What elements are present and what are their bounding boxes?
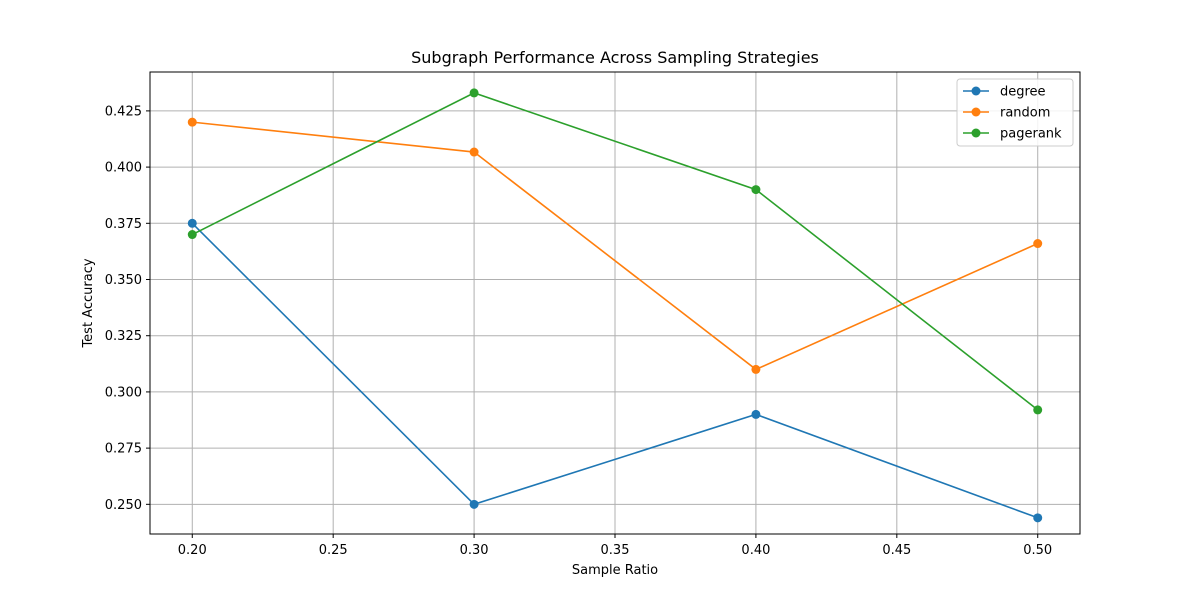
legend-item-pagerank: pagerank <box>963 127 1062 142</box>
legend-label-random: random <box>1000 106 1050 121</box>
data-point-pagerank <box>751 185 761 195</box>
data-point-random <box>751 364 761 374</box>
legend-item-random: random <box>963 106 1050 121</box>
legend-item-degree: degree <box>963 85 1046 100</box>
x-tick-label: 0.25 <box>319 543 348 558</box>
y-axis-title: Test Accuracy <box>81 258 96 348</box>
series-line-random <box>192 121 1039 371</box>
data-point-pagerank <box>187 230 197 240</box>
data-point-pagerank <box>1033 405 1043 415</box>
legend: degree random pagerank <box>956 78 1074 147</box>
x-tick-label: 0.20 <box>178 543 207 558</box>
data-point-degree <box>187 218 197 228</box>
y-tick-label: 0.425 <box>105 104 142 119</box>
legend-label-degree: degree <box>1000 85 1046 100</box>
axis-ticks: 0.20 0.25 0.30 0.35 0.40 0.45 0.50 0.250 0.275 0.… <box>105 104 1052 558</box>
y-tick-label: 0.350 <box>105 273 142 288</box>
y-tick-label: 0.250 <box>105 498 142 513</box>
x-tick-label: 0.40 <box>741 543 770 558</box>
data-point-degree <box>751 409 761 419</box>
series-layer <box>187 88 1043 523</box>
y-tick-label: 0.300 <box>105 385 142 400</box>
y-tick-label: 0.375 <box>105 217 142 232</box>
y-tick-label: 0.275 <box>105 442 142 457</box>
data-point-random <box>1033 239 1043 249</box>
legend-marker-random <box>971 107 981 117</box>
legend-marker-degree <box>971 86 981 96</box>
x-axis-title: Sample Ratio <box>572 563 658 578</box>
series-pagerank <box>187 88 1043 415</box>
y-tick-label: 0.325 <box>105 329 142 344</box>
legend-box <box>956 78 1074 147</box>
data-point-degree <box>469 499 479 509</box>
data-point-pagerank <box>469 88 479 98</box>
series-line-degree <box>191 222 1039 519</box>
series-line-pagerank <box>191 92 1039 411</box>
x-tick-label: 0.35 <box>601 543 630 558</box>
y-tick-label: 0.400 <box>105 161 142 176</box>
series-random <box>187 117 1043 374</box>
x-tick-label: 0.50 <box>1023 543 1052 558</box>
data-point-random <box>469 147 479 157</box>
x-tick-label: 0.30 <box>460 543 489 558</box>
series-degree <box>187 218 1043 523</box>
x-tick-label: 0.45 <box>882 543 911 558</box>
data-point-degree <box>1033 513 1043 523</box>
data-point-random <box>187 117 197 127</box>
chart-title: Subgraph Performance Across Sampling Str… <box>411 48 819 67</box>
legend-label-pagerank: pagerank <box>1000 127 1062 142</box>
legend-marker-pagerank <box>971 128 981 138</box>
